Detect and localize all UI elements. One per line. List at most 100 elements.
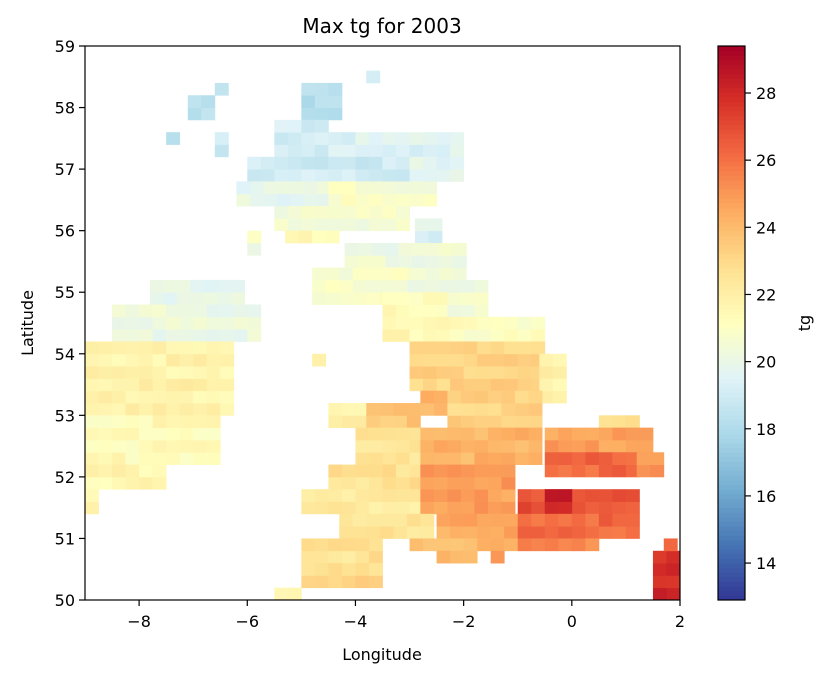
heatmap-cell [585, 439, 600, 453]
heatmap-cell [149, 292, 164, 305]
colorbar-segment [718, 392, 745, 398]
heatmap-cell [450, 156, 465, 170]
heatmap-cell [393, 267, 408, 281]
heatmap-cell [450, 538, 465, 552]
heatmap-cell [355, 439, 370, 453]
heatmap-cell [504, 378, 519, 392]
heatmap-cell [433, 452, 448, 465]
heatmap-cell [425, 242, 440, 256]
colorbar-segment [718, 276, 745, 282]
heatmap-cell [328, 144, 343, 158]
heatmap-cell [193, 403, 208, 416]
heatmap-cell [463, 538, 478, 552]
y-axis-label: Latitude [18, 290, 37, 356]
colorbar-segment [718, 419, 745, 426]
heatmap-cell [355, 206, 370, 219]
heatmap-cell [368, 169, 383, 182]
heatmap-cell [531, 501, 546, 515]
heatmap-cell [501, 415, 516, 429]
colorbar-segment [718, 101, 745, 107]
heatmap-cell [301, 95, 316, 108]
heatmap-cell [490, 378, 505, 392]
heatmap-cell [612, 489, 627, 502]
heatmap-cell [531, 316, 546, 330]
heatmap-cell [420, 390, 435, 404]
heatmap-cell [201, 95, 216, 108]
heatmap-cell [247, 242, 262, 256]
heatmap-cell [396, 156, 410, 170]
heatmap-cell [396, 452, 410, 465]
heatmap-cell [341, 538, 356, 552]
colorbar-segment [718, 166, 745, 172]
heatmap-cell [339, 292, 354, 305]
heatmap-cell [436, 329, 451, 342]
heatmap-cell [396, 181, 410, 195]
heatmap-cell [277, 193, 291, 207]
colorbar-segment [718, 406, 745, 412]
heatmap-cell [220, 390, 235, 404]
colorbar-segment [718, 235, 745, 241]
heatmap-cell [263, 181, 278, 195]
heatmap-cell [366, 513, 381, 527]
heatmap-cell [474, 464, 489, 478]
heatmap-cell [504, 526, 519, 539]
heatmap-cell [112, 390, 126, 404]
heatmap-cell [206, 341, 221, 355]
heatmap-cell [436, 341, 451, 355]
heatmap-cell [539, 353, 554, 367]
heatmap-cell [487, 452, 502, 465]
heatmap-cell [152, 341, 167, 355]
heatmap-cell [406, 513, 421, 527]
heatmap-cell [490, 353, 505, 367]
colorbar-label: tg [795, 315, 814, 331]
heatmap-cell [368, 501, 383, 515]
heatmap-cell [341, 181, 356, 195]
heatmap-cell [625, 464, 640, 478]
colorbar-segment [718, 373, 745, 379]
heatmap-cell [531, 329, 546, 342]
heatmap-cell [598, 513, 613, 527]
heatmap-cell [220, 316, 235, 330]
heatmap-cell [112, 304, 126, 318]
heatmap-cell [490, 341, 505, 355]
heatmap-cell [420, 513, 435, 527]
heatmap-cell [220, 378, 235, 392]
heatmap-cell [193, 378, 208, 392]
heatmap-cell [355, 489, 370, 502]
heatmap-cell [382, 193, 397, 207]
colorbar-segment [718, 535, 745, 541]
heatmap-cell [355, 156, 370, 170]
colorbar-segment [718, 129, 745, 135]
heatmap-cell [314, 489, 329, 502]
heatmap-cell [636, 464, 651, 478]
heatmap-cell [152, 390, 167, 404]
heatmap-cell [325, 267, 340, 281]
heatmap-cell [249, 181, 264, 195]
heatmap-cell [433, 403, 448, 416]
colorbar-segment [718, 526, 745, 532]
x-tick-label: −2 [452, 612, 476, 631]
colorbar-segment [718, 313, 745, 319]
heatmap-cell [314, 218, 329, 232]
heatmap-cell [463, 513, 478, 527]
heatmap-cell [328, 501, 343, 515]
colorbar-segment [718, 82, 745, 89]
heatmap-cell [463, 366, 478, 379]
colorbar-segment [718, 323, 745, 329]
heatmap-cell [193, 366, 208, 379]
heatmap-cell [501, 501, 516, 515]
heatmap-cell [125, 304, 140, 318]
heatmap-cell [366, 415, 381, 429]
heatmap-cell [179, 316, 194, 330]
heatmap-cell [139, 476, 154, 490]
heatmap-cell [531, 526, 546, 539]
heatmap-cell [666, 550, 680, 564]
colorbar-segment [718, 230, 745, 236]
colorbar-segment [718, 466, 745, 472]
heatmap-cell [193, 427, 208, 441]
heatmap-cell [301, 144, 316, 158]
heatmap-cell [312, 292, 327, 305]
heatmap-cell [301, 563, 316, 576]
heatmap-cell [139, 304, 154, 318]
heatmap-cell [190, 292, 205, 305]
